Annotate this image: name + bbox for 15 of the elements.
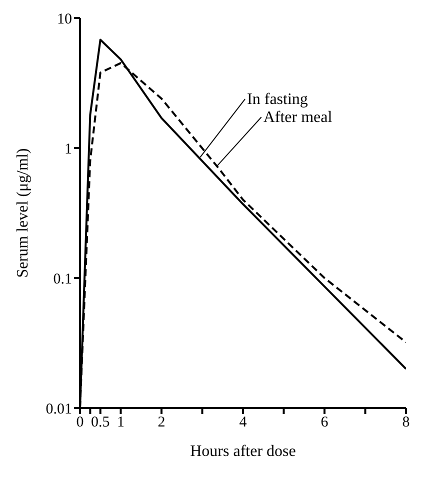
x-tick-label: 8: [402, 414, 410, 431]
annotation: In fasting: [247, 91, 308, 108]
y-tick-label: 0.01: [46, 401, 72, 418]
x-axis-title: Hours after dose: [190, 443, 296, 460]
y-axis-title: Serum level (μg/ml): [14, 148, 32, 278]
x-tick-label: 4: [239, 414, 248, 431]
y-tick-label: 0.1: [53, 271, 72, 288]
annotation: After meal: [263, 109, 333, 126]
y-tick-label: 1: [64, 141, 72, 158]
y-tick-label: 10: [57, 11, 72, 28]
x-tick-label: 1: [117, 414, 124, 431]
x-tick-label: 2: [158, 414, 166, 431]
x-tick-label: 0.5: [91, 414, 110, 431]
x-tick-label: 6: [320, 414, 329, 431]
x-tick-label: 0: [76, 414, 84, 431]
